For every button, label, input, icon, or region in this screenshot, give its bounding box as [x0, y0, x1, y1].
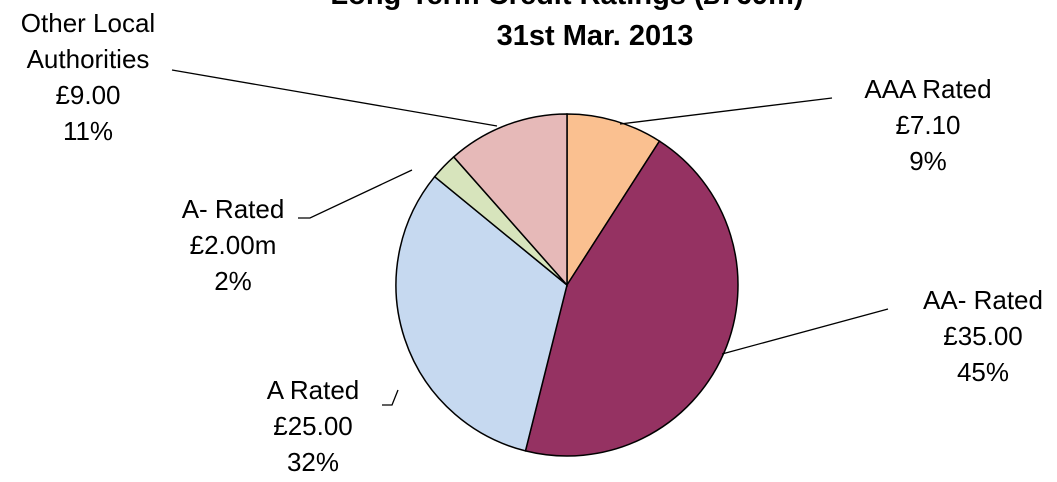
slice-name-label: Other Local [21, 8, 155, 38]
slice-name-label: AA- Rated [923, 285, 1043, 315]
pie-slices [395, 113, 739, 457]
leader-line [171, 69, 498, 127]
slice-value-label: £9.00 [55, 80, 120, 110]
slice-percent-label: 45% [957, 357, 1009, 387]
slice-label: AAA Rated £7.10 9% [864, 74, 991, 176]
slice-percent-label: 32% [287, 447, 339, 477]
chart-title: Long-Term Credit Ratings (£769m) [330, 0, 803, 11]
slice-value-label: £2.00m [190, 230, 277, 260]
slice-percent-label: 11% [63, 116, 113, 146]
chart-subtitle: 31st Mar. 2013 [497, 20, 694, 52]
pie-slice-aaa-rated [566, 113, 661, 288]
slice-label: A Rated £25.00 32% [267, 375, 360, 477]
pie-slice-a-rated [395, 175, 568, 452]
pie-slice-other-local-authorities [452, 113, 568, 287]
leader-line [298, 169, 413, 219]
slice-value-label: £7.10 [895, 110, 960, 140]
slice-name-label: Authorities [27, 44, 150, 74]
slice-label: Other Local Authorities £9.00 11% [21, 8, 155, 146]
slice-name-label: A Rated [267, 375, 360, 405]
slice-name-label: AAA Rated [864, 74, 991, 104]
leader-line [619, 97, 833, 125]
slice-label: AA- Rated £35.00 45% [923, 285, 1043, 387]
slice-name-label: A- Rated [182, 194, 285, 224]
leader-line [721, 308, 889, 355]
slice-labels: AAA Rated £7.10 9% AA- Rated £35.00 45% A Rate… [21, 8, 1043, 477]
leader-line [382, 389, 399, 406]
slice-label: A- Rated £2.00m 2% [182, 194, 285, 296]
slice-value-label: £25.00 [273, 411, 353, 441]
leader-lines [171, 69, 889, 406]
slice-percent-label: 9% [909, 146, 947, 176]
slice-value-label: £35.00 [943, 321, 1023, 351]
slice-percent-label: 2% [214, 266, 252, 296]
